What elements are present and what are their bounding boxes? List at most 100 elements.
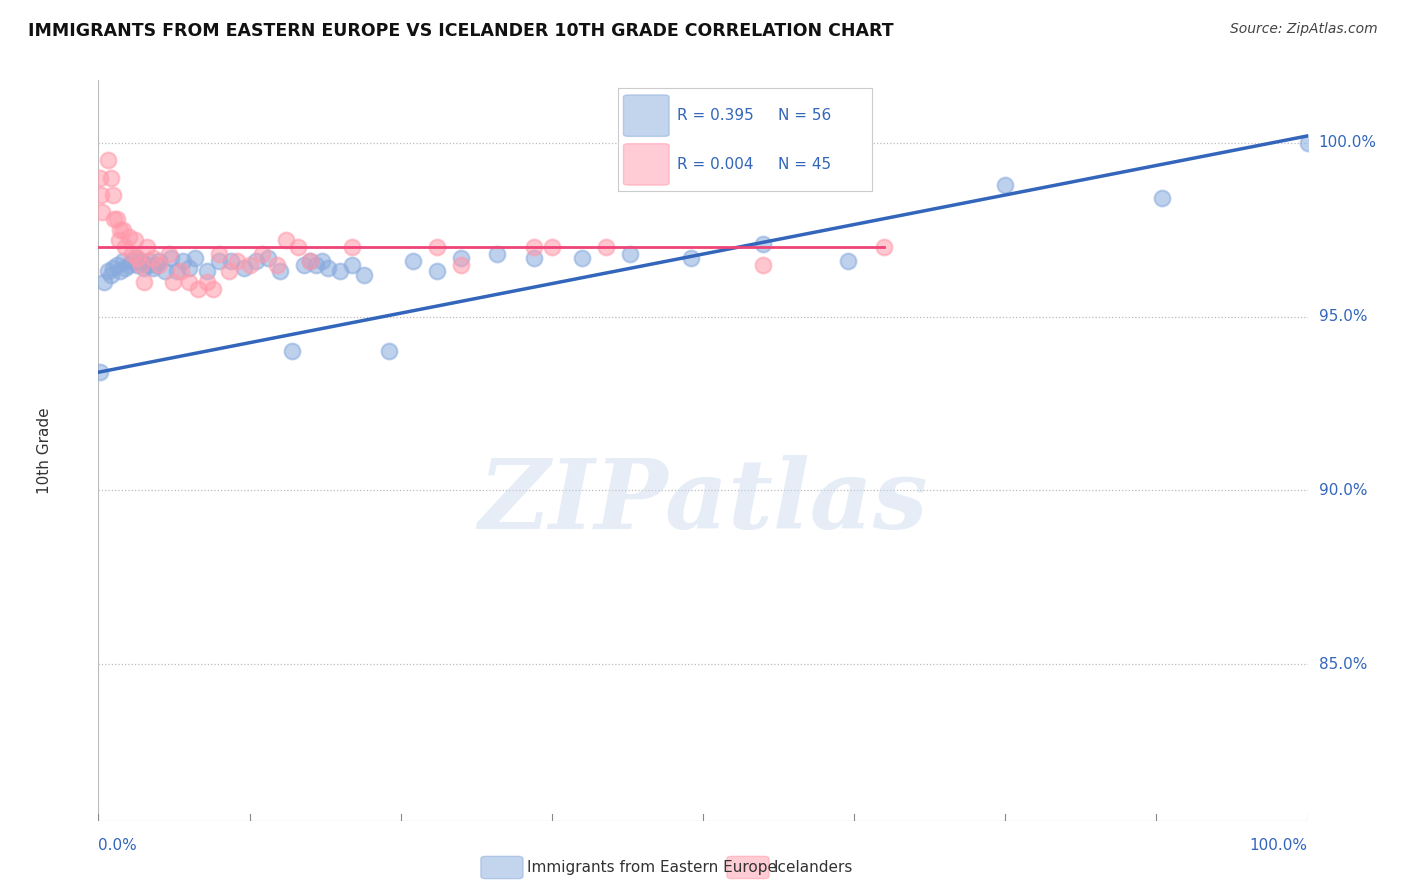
Point [873, 240, 896, 254]
Point [619, 247, 641, 261]
Point [127, 258, 149, 272]
Point [402, 254, 425, 268]
Point [142, 260, 165, 275]
Point [298, 254, 321, 268]
Point [129, 258, 152, 272]
Point [108, 223, 131, 237]
Point [169, 264, 191, 278]
Point [166, 264, 188, 278]
Text: 10th Grade: 10th Grade [37, 407, 52, 494]
Point [90, 188, 112, 202]
Point [114, 260, 136, 275]
Point [752, 258, 775, 272]
Point [269, 264, 291, 278]
Point [329, 264, 352, 278]
Point [105, 212, 128, 227]
Point [679, 251, 702, 265]
Text: ZIPatlas: ZIPatlas [478, 455, 928, 549]
Point [256, 251, 278, 265]
Text: Immigrants from Eastern Europe: Immigrants from Eastern Europe [527, 860, 778, 875]
Point [250, 247, 273, 261]
Point [245, 254, 267, 268]
Point [111, 223, 134, 237]
Point [218, 264, 240, 278]
Point [111, 254, 134, 268]
Point [486, 247, 509, 261]
Point [540, 240, 562, 254]
Point [89, 365, 111, 379]
Point [287, 240, 309, 254]
Point [450, 251, 472, 265]
Point [108, 264, 131, 278]
Point [292, 258, 315, 272]
Text: 90.0%: 90.0% [1319, 483, 1367, 498]
Point [195, 264, 218, 278]
Text: 100.0%: 100.0% [1319, 136, 1376, 151]
Text: 85.0%: 85.0% [1319, 657, 1367, 672]
Point [108, 233, 131, 247]
Point [148, 258, 170, 272]
Point [316, 260, 339, 275]
Point [595, 240, 617, 254]
Point [97, 153, 120, 168]
Point [195, 275, 218, 289]
Point [426, 240, 449, 254]
Point [100, 268, 122, 282]
Point [208, 254, 231, 268]
Point [135, 240, 157, 254]
Point [105, 258, 128, 272]
Point [148, 254, 170, 268]
Point [97, 264, 120, 278]
Point [118, 229, 141, 244]
Point [752, 236, 775, 251]
Point [1152, 191, 1174, 205]
Point [114, 240, 136, 254]
Point [837, 254, 859, 268]
Point [450, 258, 472, 272]
Point [142, 251, 165, 265]
Point [124, 251, 146, 265]
Text: 0.0%: 0.0% [98, 838, 138, 853]
Point [305, 258, 328, 272]
Point [274, 233, 297, 247]
Point [127, 251, 149, 265]
Point [153, 264, 176, 278]
Point [121, 247, 143, 261]
Point [342, 240, 364, 254]
Point [100, 170, 122, 185]
Point [162, 275, 184, 289]
Point [239, 258, 262, 272]
Point [103, 212, 125, 227]
Point [101, 260, 124, 275]
Point [232, 260, 254, 275]
Point [342, 258, 364, 272]
Point [184, 251, 207, 265]
Point [523, 251, 546, 265]
Point [266, 258, 288, 272]
Point [187, 282, 209, 296]
Point [134, 275, 156, 289]
Point [377, 344, 399, 359]
Point [121, 254, 143, 268]
Point [124, 233, 146, 247]
Point [172, 254, 194, 268]
Point [523, 240, 546, 254]
Point [221, 254, 243, 268]
Point [93, 275, 115, 289]
Point [177, 260, 201, 275]
Point [208, 247, 231, 261]
Point [994, 178, 1017, 192]
Point [129, 254, 152, 268]
Point [138, 254, 160, 268]
Point [101, 188, 124, 202]
Text: 100.0%: 100.0% [1250, 838, 1308, 853]
Point [118, 258, 141, 272]
Text: IMMIGRANTS FROM EASTERN EUROPE VS ICELANDER 10TH GRADE CORRELATION CHART: IMMIGRANTS FROM EASTERN EUROPE VS ICELAN… [28, 22, 894, 40]
Point [89, 170, 111, 185]
Point [134, 260, 156, 275]
Text: 95.0%: 95.0% [1319, 310, 1367, 324]
Point [145, 258, 167, 272]
Point [353, 268, 375, 282]
Point [177, 275, 201, 289]
Point [1296, 136, 1319, 150]
